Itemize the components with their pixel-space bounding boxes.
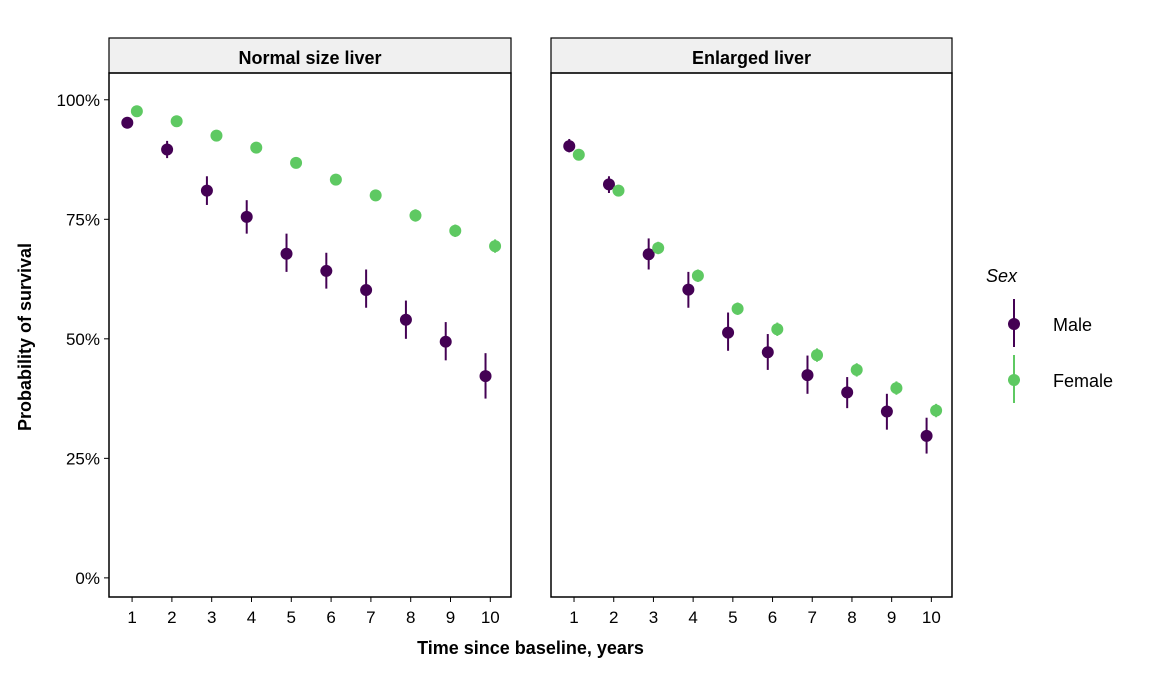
- point: [771, 323, 784, 336]
- point: [652, 241, 665, 254]
- x-tick-label: 1: [127, 608, 136, 627]
- point: [602, 178, 615, 191]
- point: [290, 156, 303, 169]
- point: [399, 313, 412, 326]
- point: [409, 209, 422, 222]
- point: [722, 326, 735, 339]
- x-tick-label: 3: [207, 608, 216, 627]
- x-tick-label: 6: [768, 608, 777, 627]
- point: [572, 148, 585, 161]
- x-tick-label: 5: [287, 608, 296, 627]
- strip-title: Enlarged liver: [692, 48, 811, 68]
- legend-key-point: [1008, 318, 1020, 330]
- x-tick-label: 3: [649, 608, 658, 627]
- point: [930, 404, 943, 417]
- point: [360, 284, 373, 297]
- panel-border: [550, 72, 953, 598]
- point: [880, 405, 893, 418]
- y-tick-label: 0%: [75, 569, 100, 588]
- point: [161, 143, 174, 156]
- x-tick-label: 2: [609, 608, 618, 627]
- y-tick-label: 50%: [66, 330, 100, 349]
- point: [563, 140, 576, 153]
- point: [449, 224, 462, 237]
- y-axis-label: Probability of survival: [15, 243, 35, 431]
- point: [121, 116, 134, 129]
- point: [811, 349, 824, 362]
- point: [280, 247, 293, 260]
- legend-label: Female: [1053, 371, 1113, 391]
- point: [329, 173, 342, 186]
- point: [841, 386, 854, 399]
- strip-title: Normal size liver: [238, 48, 381, 68]
- point: [682, 283, 695, 296]
- point: [761, 346, 774, 359]
- x-tick-label: 6: [326, 608, 335, 627]
- point: [731, 302, 744, 315]
- legend-label: Male: [1053, 315, 1092, 335]
- x-tick-label: 4: [688, 608, 697, 627]
- point: [170, 115, 183, 128]
- point: [250, 141, 263, 154]
- point: [200, 184, 213, 197]
- point: [210, 129, 223, 142]
- x-tick-label: 2: [167, 608, 176, 627]
- x-tick-label: 9: [887, 608, 896, 627]
- point: [489, 240, 502, 253]
- x-tick-label: 10: [481, 608, 500, 627]
- panel-border: [108, 72, 512, 598]
- point: [439, 335, 452, 348]
- point: [801, 369, 814, 382]
- point: [890, 382, 903, 395]
- y-tick-label: 25%: [66, 449, 100, 468]
- y-tick-label: 100%: [57, 91, 100, 110]
- point: [850, 363, 863, 376]
- point: [369, 189, 382, 202]
- x-tick-label: 7: [366, 608, 375, 627]
- point: [479, 370, 492, 383]
- x-tick-label: 1: [569, 608, 578, 627]
- point: [130, 105, 143, 118]
- x-tick-label: 9: [446, 608, 455, 627]
- x-axis-label: Time since baseline, years: [417, 638, 644, 658]
- x-tick-label: 5: [728, 608, 737, 627]
- point: [691, 269, 704, 282]
- point: [240, 210, 253, 223]
- legend-title: Sex: [986, 266, 1018, 286]
- point: [642, 248, 655, 261]
- x-tick-label: 8: [847, 608, 856, 627]
- point: [320, 264, 333, 277]
- x-tick-label: 10: [922, 608, 941, 627]
- y-tick-label: 75%: [66, 210, 100, 229]
- x-tick-label: 8: [406, 608, 415, 627]
- point: [612, 184, 625, 197]
- x-tick-label: 7: [808, 608, 817, 627]
- legend-key-point: [1008, 374, 1020, 386]
- strip: [108, 37, 512, 74]
- x-tick-label: 4: [247, 608, 256, 627]
- point: [920, 429, 933, 442]
